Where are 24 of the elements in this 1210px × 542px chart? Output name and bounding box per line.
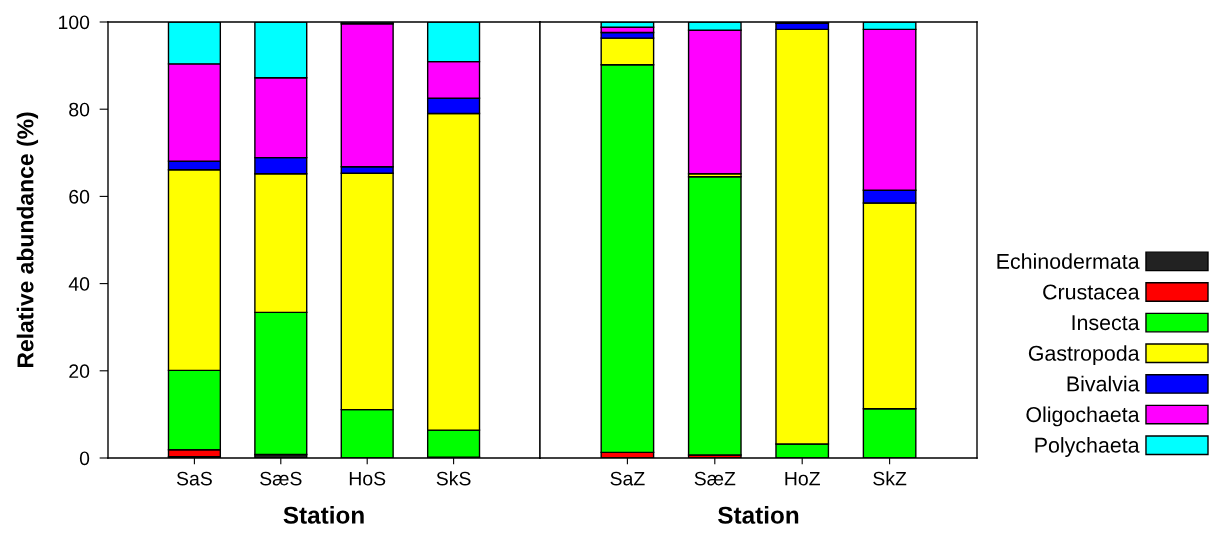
y-tick-label: 80 bbox=[69, 102, 90, 117]
y-tick-label: 100 bbox=[58, 15, 90, 30]
y-tick-label: 40 bbox=[68, 277, 90, 291]
legend-label: Bivalvia bbox=[1067, 375, 1140, 392]
x-tick-label: HoZ bbox=[785, 471, 820, 486]
x-tick-label: SaZ bbox=[610, 471, 645, 486]
legend-label: Crustacea bbox=[1043, 284, 1140, 300]
x-tick-label: SaS bbox=[176, 471, 212, 486]
y-tick-label: 20 bbox=[69, 364, 90, 379]
legend-label: Insecta bbox=[1072, 315, 1140, 331]
legend-label: Polychaeta bbox=[1035, 437, 1140, 457]
x-tick-label: SæZ bbox=[694, 471, 736, 486]
x-tick-label: SkZ bbox=[873, 471, 907, 486]
x-tick-label: HoS bbox=[349, 471, 386, 486]
legend-label: Echinodermata bbox=[997, 253, 1140, 269]
y-tick-label: 60 bbox=[69, 189, 90, 204]
x-tick-label: SkS bbox=[436, 471, 471, 486]
legend-label: Oligochaeta bbox=[1026, 406, 1140, 427]
legend-label: Gastropoda bbox=[1028, 345, 1140, 366]
x-axis-title: Station bbox=[283, 505, 364, 524]
x-axis-title: Station bbox=[718, 505, 799, 524]
x-tick-label: SæS bbox=[260, 471, 302, 486]
y-tick-label: 0 bbox=[79, 451, 90, 466]
y-axis-title: Relative abundance (%) bbox=[16, 112, 39, 368]
